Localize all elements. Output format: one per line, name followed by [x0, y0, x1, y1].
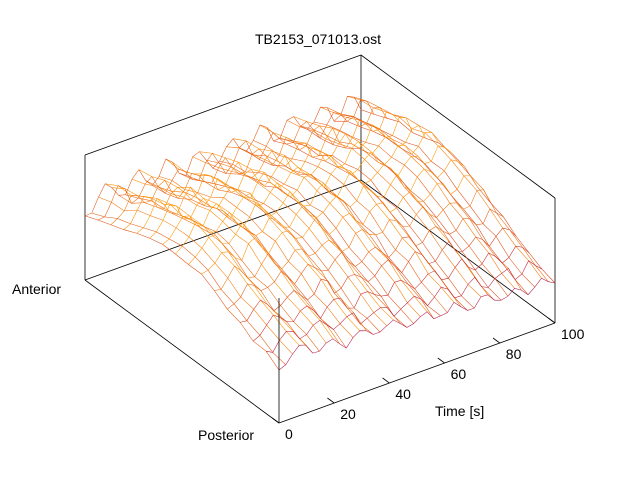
time-tick-mark	[547, 317, 556, 324]
surface-mesh	[84, 96, 556, 371]
surface-time-line	[239, 148, 435, 319]
surface-time-line	[334, 120, 529, 295]
surface-time-line	[266, 127, 462, 307]
plot-box-back	[84, 54, 556, 324]
surface-time-line	[165, 158, 361, 331]
surface-time-line	[152, 185, 347, 349]
posterior-label: Posterior	[198, 427, 254, 443]
surface-time-line	[259, 124, 455, 303]
surface-time-line	[360, 109, 556, 284]
surface-time-line	[286, 119, 482, 297]
surface-time-line	[179, 172, 374, 335]
time-tick-label: 80	[506, 346, 522, 362]
surface-time-line	[233, 138, 428, 312]
surface-position-line	[84, 96, 362, 217]
surface-time-line	[293, 116, 488, 295]
anterior-label: Anterior	[12, 281, 61, 297]
time-tick-mark	[382, 377, 390, 384]
surface-position-line	[278, 277, 556, 371]
time-tick-label: 0	[285, 426, 293, 442]
surface-time-line	[192, 156, 387, 326]
surface-position-line	[123, 111, 401, 230]
surface-time-line	[185, 175, 381, 333]
time-tick-mark	[271, 417, 280, 424]
time-tick-label: 60	[451, 366, 467, 382]
time-tick-mark	[327, 397, 335, 404]
surface-time-line	[212, 168, 408, 328]
surface-position-line	[110, 107, 388, 225]
surface-time-line	[84, 215, 280, 371]
time-tick-mark	[437, 357, 445, 364]
plot-box-front	[84, 279, 556, 424]
surface-time-line	[111, 187, 307, 346]
surface-time-line	[273, 140, 468, 311]
time-axis-ticks: 0 20 40 60 80 100	[271, 317, 585, 442]
surface-time-line	[158, 176, 354, 338]
chart-title: TB2153_071013.ost	[255, 31, 381, 47]
time-tick-label: 40	[395, 386, 411, 402]
surface-time-line	[347, 96, 542, 279]
surface-position-line	[97, 99, 375, 221]
surface-time-line	[91, 212, 286, 365]
surface-time-line	[354, 96, 549, 282]
time-tick-label: 100	[561, 326, 585, 342]
time-axis-label: Time [s]	[435, 403, 484, 419]
time-tick-label: 20	[340, 406, 356, 422]
surface-time-line	[206, 159, 401, 324]
surface-time-line	[280, 137, 475, 309]
surface-time-line	[327, 107, 522, 291]
surface-time-line	[125, 194, 320, 352]
surface-time-line	[138, 169, 334, 339]
surface-position-line	[188, 159, 465, 265]
surface-time-line	[320, 106, 515, 289]
surface-position-line	[214, 189, 491, 291]
surface-position-line	[252, 245, 530, 342]
time-tick-mark	[492, 337, 501, 344]
surface-position-line	[240, 227, 517, 323]
surface-position-line	[201, 175, 478, 275]
surface-time-line	[98, 196, 293, 355]
surface-position-line	[149, 125, 426, 239]
surface-time-line	[199, 151, 394, 321]
surface-position-line	[136, 116, 413, 234]
surface-time-line	[340, 114, 535, 288]
surface-position-line	[227, 208, 504, 310]
surface-position-line	[175, 145, 452, 255]
surface-time-line	[306, 129, 502, 301]
surface-time-line	[132, 178, 327, 344]
surface-position-line	[162, 132, 439, 245]
surface-time-line	[246, 150, 441, 317]
surface-position-line	[266, 260, 543, 353]
surface-time-line	[226, 146, 421, 317]
surface-time-line	[172, 161, 367, 331]
surface-time-line	[219, 160, 414, 324]
surface-time-line	[313, 121, 509, 297]
surface-time-line	[118, 195, 313, 354]
